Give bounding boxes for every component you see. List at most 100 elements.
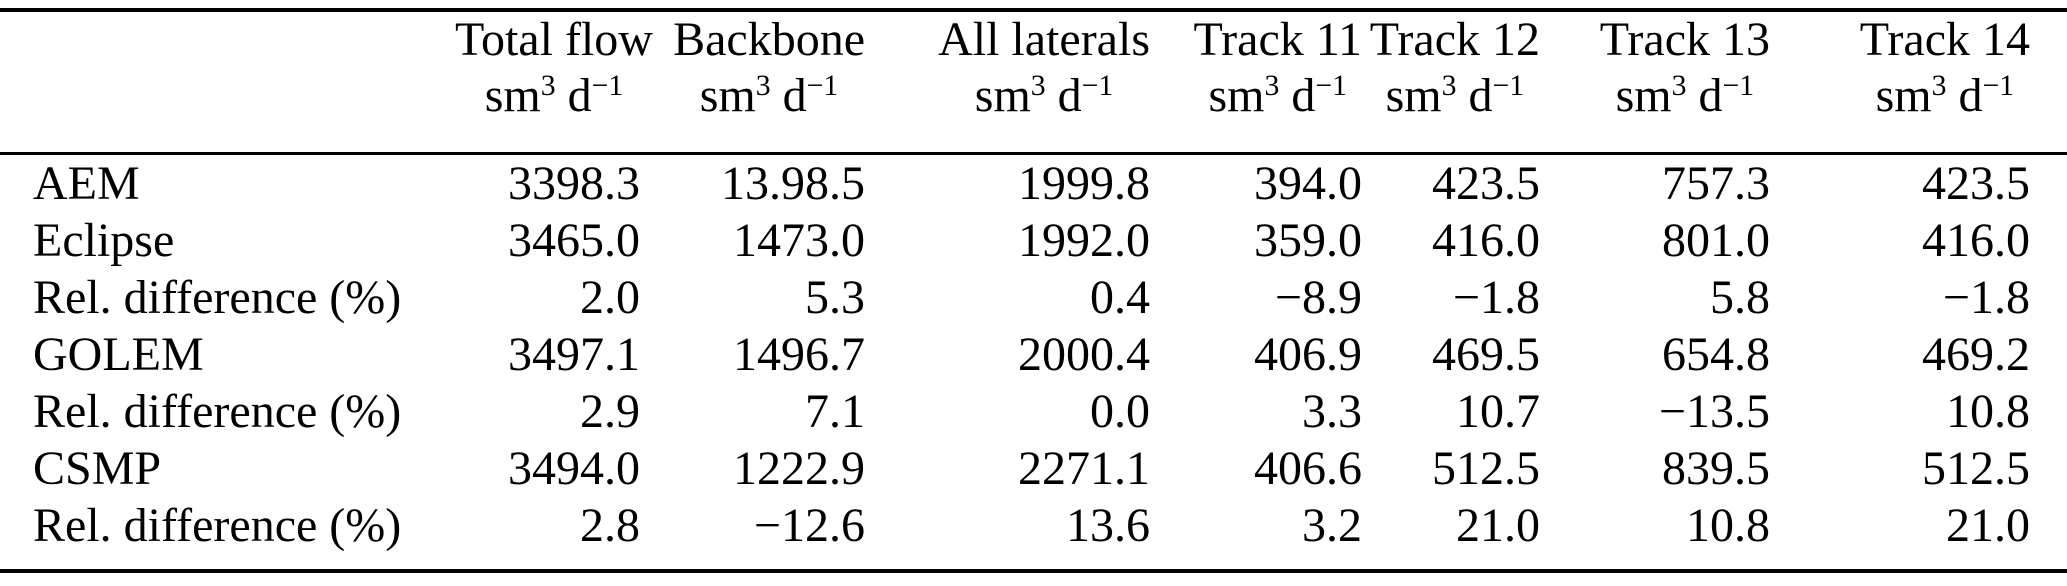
- unit-per-exponent: −1: [591, 68, 624, 102]
- cell-value: 2.0: [580, 271, 640, 324]
- cell-value: 3494.0: [508, 442, 640, 495]
- unit-base-exponent: 3: [755, 68, 771, 102]
- unit-per-exponent: −1: [1315, 68, 1348, 102]
- cell-value: 1473.0: [733, 214, 865, 267]
- cell-value: 423.5: [1922, 157, 2030, 210]
- table-row-rel-difference-eclipse: Rel. difference (%) 2.0 5.3 0.4 −8.9 −1.…: [0, 269, 2067, 326]
- column-header-track-13: Track 13 sm3 d−1: [1540, 10, 1770, 154]
- cell-value: −1.8: [1942, 271, 2030, 324]
- cell-value: 469.5: [1432, 328, 1540, 381]
- row-label: Rel. difference (%): [33, 499, 402, 552]
- cell-value: 423.5: [1432, 157, 1540, 210]
- column-unit: sm3 d−1: [1386, 69, 1525, 122]
- cell-value: 2271.1: [1018, 442, 1150, 495]
- column-header-backbone: Backbone sm3 d−1: [640, 10, 865, 154]
- flow-comparison-table: Total flow sm3 d−1 Backbone sm3 d−1 All …: [0, 8, 2067, 573]
- row-label: Rel. difference (%): [33, 385, 402, 438]
- unit-per-exponent: −1: [1982, 68, 2015, 102]
- table-row-rel-difference-golem: Rel. difference (%) 2.9 7.1 0.0 3.3 10.7…: [0, 383, 2067, 440]
- column-label: All laterals: [938, 13, 1150, 66]
- unit-base-exponent: 3: [1671, 68, 1687, 102]
- row-label-header-empty: [0, 10, 455, 154]
- column-label: Track 12: [1369, 13, 1540, 66]
- row-label: GOLEM: [33, 328, 204, 381]
- unit-per: d: [1291, 69, 1316, 122]
- cell-spacer: [2030, 212, 2067, 269]
- cell-value: 13.98.5: [721, 157, 865, 210]
- cell-value: 512.5: [1432, 442, 1540, 495]
- right-spacer: [2030, 10, 2067, 154]
- cell-value: 21.0: [1456, 499, 1540, 552]
- column-label: Track 11: [1193, 13, 1362, 66]
- cell-value: 3398.3: [508, 157, 640, 210]
- row-label: AEM: [33, 157, 140, 210]
- cell-spacer: [2030, 497, 2067, 571]
- column-header-track-14: Track 14 sm3 d−1: [1770, 10, 2030, 154]
- unit-base: sm: [699, 69, 756, 122]
- column-header-track-12: Track 12 sm3 d−1: [1362, 10, 1540, 154]
- cell-value: −12.6: [753, 499, 865, 552]
- column-unit: sm3 d−1: [1616, 69, 1755, 122]
- cell-value: 10.7: [1456, 385, 1540, 438]
- column-unit: sm3 d−1: [975, 69, 1114, 122]
- cell-value: 512.5: [1922, 442, 2030, 495]
- cell-value: 839.5: [1662, 442, 1770, 495]
- cell-spacer: [2030, 269, 2067, 326]
- cell-value: 757.3: [1662, 157, 1770, 210]
- unit-base: sm: [1208, 69, 1265, 122]
- column-unit: sm3 d−1: [700, 69, 839, 122]
- unit-per: d: [1698, 69, 1723, 122]
- column-unit: sm3 d−1: [1209, 69, 1348, 122]
- cell-value: 2000.4: [1018, 328, 1150, 381]
- cell-value: 406.6: [1254, 442, 1362, 495]
- table-row-golem: GOLEM 3497.1 1496.7 2000.4 406.9 469.5 6…: [0, 326, 2067, 383]
- cell-value: 10.8: [1686, 499, 1770, 552]
- table-row-eclipse: Eclipse 3465.0 1473.0 1992.0 359.0 416.0…: [0, 212, 2067, 269]
- cell-value: 2.9: [580, 385, 640, 438]
- cell-value: 1496.7: [733, 328, 865, 381]
- cell-value: 1999.8: [1018, 157, 1150, 210]
- cell-value: 2.8: [580, 499, 640, 552]
- cell-value: 0.4: [1090, 271, 1150, 324]
- header-row: Total flow sm3 d−1 Backbone sm3 d−1 All …: [0, 10, 2067, 154]
- column-label: Track 14: [1859, 13, 2030, 66]
- column-label: Total flow: [455, 13, 653, 66]
- cell-value: 0.0: [1090, 385, 1150, 438]
- cell-value: 416.0: [1432, 214, 1540, 267]
- column-header-track-11: Track 11 sm3 d−1: [1150, 10, 1362, 154]
- unit-per: d: [1468, 69, 1493, 122]
- cell-spacer: [2030, 383, 2067, 440]
- table-row-csmp: CSMP 3494.0 1222.9 2271.1 406.6 512.5 83…: [0, 440, 2067, 497]
- column-header-total-flow: Total flow sm3 d−1: [455, 10, 653, 154]
- column-header-all-laterals: All laterals sm3 d−1: [865, 10, 1150, 154]
- unit-per: d: [1958, 69, 1983, 122]
- unit-per-exponent: −1: [1722, 68, 1755, 102]
- cell-spacer: [2030, 154, 2067, 213]
- cell-value: 3.2: [1302, 499, 1362, 552]
- unit-base-exponent: 3: [1264, 68, 1280, 102]
- unit-base: sm: [1875, 69, 1932, 122]
- table-row-rel-difference-csmp: Rel. difference (%) 2.8 −12.6 13.6 3.2 2…: [0, 497, 2067, 571]
- table-row-aem: AEM 3398.3 13.98.5 1999.8 394.0 423.5 75…: [0, 154, 2067, 213]
- unit-base-exponent: 3: [1441, 68, 1457, 102]
- cell-value: 3497.1: [508, 328, 640, 381]
- row-label: Eclipse: [33, 214, 175, 267]
- column-unit: sm3 d−1: [1876, 69, 2015, 122]
- unit-base-exponent: 3: [1931, 68, 1947, 102]
- unit-per-exponent: −1: [1492, 68, 1525, 102]
- unit-per-exponent: −1: [806, 68, 839, 102]
- column-unit: sm3 d−1: [485, 69, 624, 122]
- unit-per-exponent: −1: [1081, 68, 1114, 102]
- column-label: Track 13: [1599, 13, 1770, 66]
- cell-value: 359.0: [1254, 214, 1362, 267]
- cell-value: 1992.0: [1018, 214, 1150, 267]
- table-body: AEM 3398.3 13.98.5 1999.8 394.0 423.5 75…: [0, 154, 2067, 572]
- unit-base: sm: [1385, 69, 1442, 122]
- row-label: Rel. difference (%): [33, 271, 402, 324]
- cell-value: 654.8: [1662, 328, 1770, 381]
- unit-base-exponent: 3: [540, 68, 556, 102]
- cell-value: 416.0: [1922, 214, 2030, 267]
- column-label: Backbone: [673, 13, 865, 66]
- cell-spacer: [2030, 326, 2067, 383]
